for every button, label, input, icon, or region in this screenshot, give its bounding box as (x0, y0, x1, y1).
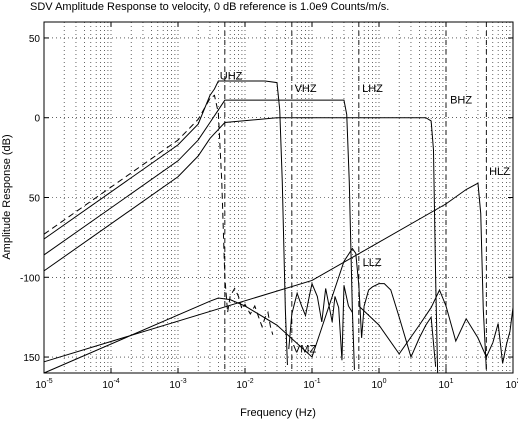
y-tick-label: 150 (23, 353, 40, 364)
annotation-hlz: HLZ (489, 166, 510, 178)
y-axis-label: Amplitude Response (dB) (1, 134, 13, 259)
x-tick-label: 101 (438, 378, 453, 391)
y-tick-label: 50 (29, 34, 41, 45)
series-uhz (43, 80, 288, 366)
x-tick-label: 10-1 (303, 378, 320, 391)
y-tick-label: 50 (29, 194, 41, 205)
annotation-bhz: BHZ (450, 94, 472, 106)
nyquist-lines (224, 22, 487, 373)
y-tick-label: -100 (20, 273, 40, 284)
y-tick-label: 0 (34, 114, 40, 125)
x-tick-label: 10-2 (236, 378, 253, 391)
series-llz (43, 247, 437, 374)
x-tick-label: 100 (371, 378, 386, 391)
axis-ticks: 10-5 10-4 10-3 10-2 10-1 100 101 102 50 0 50 -100 15… (20, 22, 518, 391)
x-tick-label: 10-3 (169, 378, 186, 391)
annotation-vhz: VHZ (295, 83, 317, 95)
chart-title: SDV Amplitude Response to velocity, 0 dB… (30, 1, 389, 13)
annotation-llz: LLZ (363, 257, 382, 269)
series-lhz (43, 117, 439, 374)
annotation-uhz: UHZ (220, 70, 243, 82)
x-axis-label: Frequency (Hz) (240, 407, 316, 419)
series-vhz-alias (288, 281, 353, 361)
annotations: UHZ VHZ LHZ BHZ HLZ LLZ VMZ (220, 70, 510, 355)
x-tick-label: 10-4 (102, 378, 119, 391)
series-vhz (43, 99, 355, 370)
x-tick-label: 102 (505, 378, 518, 391)
series-hlz (43, 182, 487, 370)
series-hlz-tail (358, 288, 514, 364)
annotation-vmz: VMZ (293, 343, 317, 355)
grid (44, 22, 513, 373)
annotation-lhz: LHZ (362, 83, 383, 95)
series-group (43, 80, 514, 374)
x-tick-label: 10-5 (35, 378, 52, 391)
